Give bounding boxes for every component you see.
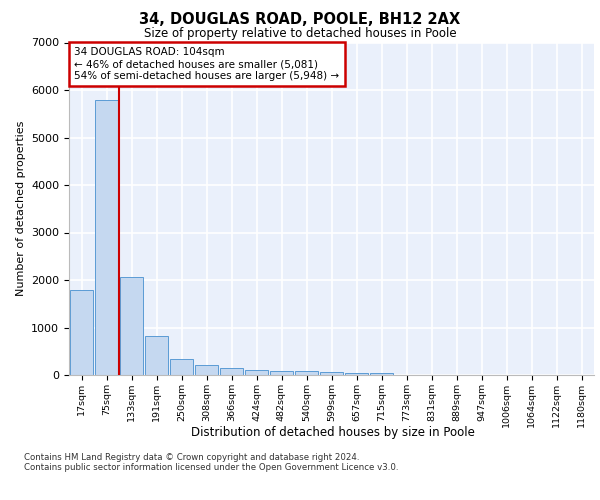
- Text: 34, DOUGLAS ROAD, POOLE, BH12 2AX: 34, DOUGLAS ROAD, POOLE, BH12 2AX: [139, 12, 461, 28]
- Text: Distribution of detached houses by size in Poole: Distribution of detached houses by size …: [191, 426, 475, 439]
- Text: Contains HM Land Registry data © Crown copyright and database right 2024.: Contains HM Land Registry data © Crown c…: [24, 454, 359, 462]
- Bar: [170, 359, 193, 375]
- Bar: [370, 373, 393, 375]
- Bar: [220, 368, 243, 375]
- Text: 34 DOUGLAS ROAD: 104sqm
← 46% of detached houses are smaller (5,081)
54% of semi: 34 DOUGLAS ROAD: 104sqm ← 46% of detache…: [74, 48, 340, 80]
- Text: Size of property relative to detached houses in Poole: Size of property relative to detached ho…: [143, 28, 457, 40]
- Bar: [270, 370, 293, 375]
- Bar: [245, 370, 268, 375]
- Bar: [345, 372, 368, 375]
- Bar: [295, 372, 318, 375]
- Text: Contains public sector information licensed under the Open Government Licence v3: Contains public sector information licen…: [24, 464, 398, 472]
- Bar: [145, 336, 168, 375]
- Bar: [70, 290, 93, 375]
- Bar: [195, 364, 218, 375]
- Bar: [320, 372, 343, 375]
- Y-axis label: Number of detached properties: Number of detached properties: [16, 121, 26, 296]
- Bar: [120, 277, 143, 375]
- Bar: [95, 100, 118, 375]
